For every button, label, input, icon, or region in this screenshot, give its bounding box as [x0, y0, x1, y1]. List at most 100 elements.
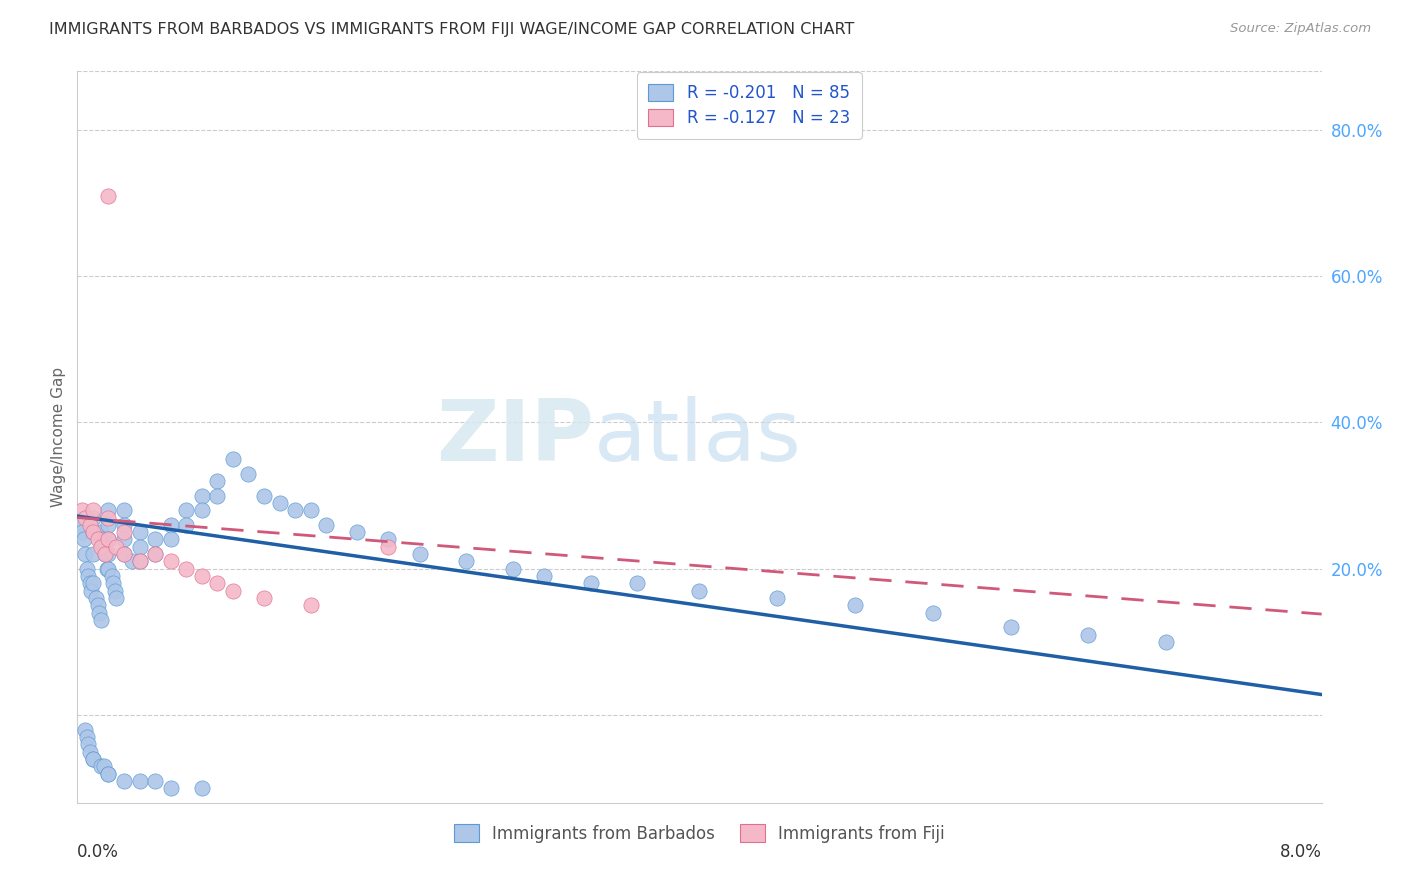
Point: [105, 540, 128, 554]
Point: [112, 503, 135, 517]
Point: [191, 503, 214, 517]
Point: [128, 540, 150, 554]
Point: [112, 773, 135, 788]
Point: [689, 583, 711, 598]
Point: [377, 540, 399, 554]
Point: [238, 467, 260, 481]
Point: [93, 759, 115, 773]
Point: [112, 547, 135, 561]
Point: [207, 576, 229, 591]
Point: [90, 525, 112, 540]
Point: [112, 547, 135, 561]
Point: [94, 547, 117, 561]
Point: [253, 591, 276, 605]
Point: [159, 533, 181, 547]
Point: [159, 554, 181, 568]
Point: [269, 496, 291, 510]
Point: [191, 489, 214, 503]
Point: [97, 503, 120, 517]
Point: [97, 510, 120, 524]
Y-axis label: Wage/Income Gap: Wage/Income Gap: [51, 367, 66, 508]
Point: [86, 533, 108, 547]
Text: 8.0%: 8.0%: [1279, 843, 1322, 861]
Point: [174, 517, 197, 532]
Point: [207, 474, 229, 488]
Point: [159, 517, 181, 532]
Point: [97, 533, 120, 547]
Point: [77, 737, 100, 751]
Point: [91, 533, 114, 547]
Point: [253, 489, 276, 503]
Point: [533, 569, 555, 583]
Point: [112, 517, 135, 532]
Point: [143, 547, 166, 561]
Point: [86, 599, 108, 613]
Point: [75, 547, 97, 561]
Point: [87, 606, 110, 620]
Point: [377, 533, 399, 547]
Point: [128, 554, 150, 568]
Point: [97, 562, 120, 576]
Point: [844, 599, 866, 613]
Point: [82, 576, 104, 591]
Point: [128, 773, 150, 788]
Point: [82, 752, 104, 766]
Point: [502, 562, 524, 576]
Point: [82, 752, 104, 766]
Point: [284, 503, 307, 517]
Point: [921, 606, 943, 620]
Point: [69, 517, 91, 532]
Point: [79, 745, 101, 759]
Point: [299, 599, 322, 613]
Point: [84, 591, 107, 605]
Point: [1154, 635, 1177, 649]
Point: [174, 562, 197, 576]
Point: [97, 533, 120, 547]
Point: [1077, 627, 1099, 641]
Point: [143, 533, 166, 547]
Point: [143, 547, 166, 561]
Point: [97, 188, 120, 202]
Point: [101, 576, 124, 591]
Point: [626, 576, 648, 591]
Text: 0.0%: 0.0%: [77, 843, 120, 861]
Point: [93, 540, 115, 554]
Text: atlas: atlas: [593, 395, 801, 479]
Point: [94, 547, 117, 561]
Text: IMMIGRANTS FROM BARBADOS VS IMMIGRANTS FROM FIJI WAGE/INCOME GAP CORRELATION CHA: IMMIGRANTS FROM BARBADOS VS IMMIGRANTS F…: [49, 22, 855, 37]
Point: [143, 773, 166, 788]
Point: [70, 503, 93, 517]
Point: [766, 591, 789, 605]
Point: [97, 766, 120, 780]
Point: [72, 533, 94, 547]
Point: [121, 554, 143, 568]
Point: [82, 547, 104, 561]
Point: [112, 533, 135, 547]
Text: Source: ZipAtlas.com: Source: ZipAtlas.com: [1230, 22, 1371, 36]
Point: [97, 517, 120, 532]
Point: [128, 525, 150, 540]
Point: [75, 723, 97, 737]
Point: [77, 569, 100, 583]
Point: [97, 766, 120, 780]
Point: [82, 510, 104, 524]
Point: [76, 730, 98, 744]
Point: [191, 781, 214, 796]
Point: [100, 569, 122, 583]
Point: [1000, 620, 1022, 634]
Point: [207, 489, 229, 503]
Point: [82, 503, 104, 517]
Point: [222, 452, 245, 467]
Text: ZIP: ZIP: [436, 395, 593, 479]
Point: [75, 510, 97, 524]
Point: [191, 569, 214, 583]
Point: [79, 517, 101, 532]
Legend: Immigrants from Barbados, Immigrants from Fiji: Immigrants from Barbados, Immigrants fro…: [447, 818, 952, 849]
Point: [70, 525, 93, 540]
Point: [97, 547, 120, 561]
Point: [76, 562, 98, 576]
Point: [105, 591, 128, 605]
Point: [96, 562, 118, 576]
Point: [159, 781, 181, 796]
Point: [346, 525, 368, 540]
